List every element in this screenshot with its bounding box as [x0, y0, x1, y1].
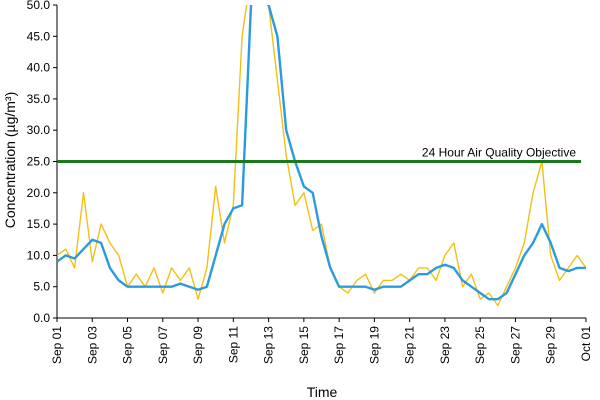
objective-label: 24 Hour Air Quality Objective — [422, 146, 576, 160]
y-tick-label: 10.0 — [27, 248, 51, 262]
x-tick-label: Sep 07 — [156, 326, 170, 364]
y-tick-label: 5.0 — [33, 280, 50, 294]
x-tick-label: Sep 29 — [544, 326, 558, 364]
y-tick-label: 50.0 — [27, 0, 51, 12]
x-tick-label: Sep 17 — [332, 326, 346, 364]
y-tick-label: 35.0 — [27, 92, 51, 106]
y-tick-label: 30.0 — [27, 123, 51, 137]
series-line-smoothed — [57, 5, 586, 301]
x-tick-label: Sep 11 — [226, 326, 240, 363]
x-axis-title: Time — [307, 384, 338, 400]
x-tick-label: Sep 13 — [262, 326, 276, 364]
y-tick-label: 45.0 — [27, 29, 51, 43]
plot-area: 24 Hour Air Quality Objective — [56, 5, 586, 319]
y-axis-ticks: 0.0 5.0 10.0 15.0 20.0 25.0 30.0 35.0 40.0 45.0 50… — [27, 0, 57, 325]
y-tick-label: 20.0 — [27, 186, 51, 200]
y-tick-label: 0.0 — [33, 311, 50, 325]
x-tick-label: Sep 09 — [191, 326, 205, 364]
x-tick-label: Sep 03 — [85, 326, 99, 364]
x-tick-label: Sep 23 — [438, 326, 452, 364]
x-tick-label: Sep 25 — [473, 326, 487, 364]
x-tick-label: Sep 27 — [508, 326, 522, 364]
x-tick-label: Sep 19 — [367, 326, 381, 364]
x-tick-label: Sep 15 — [297, 326, 311, 364]
x-axis-ticks: Sep 01 Sep 03 Sep 05 Sep 07 Sep 09 Sep 11 Sep … — [50, 318, 593, 364]
y-tick-label: 25.0 — [27, 155, 51, 169]
y-axis-title: Concentration (µg/m³) — [2, 92, 18, 228]
y-tick-label: 15.0 — [27, 217, 51, 231]
x-tick-label: Sep 05 — [121, 326, 135, 364]
x-tick-label: Sep 21 — [403, 326, 417, 364]
y-tick-label: 40.0 — [27, 61, 51, 75]
x-tick-label: Sep 01 — [50, 326, 64, 364]
x-tick-label: Oct 01 — [579, 326, 593, 362]
